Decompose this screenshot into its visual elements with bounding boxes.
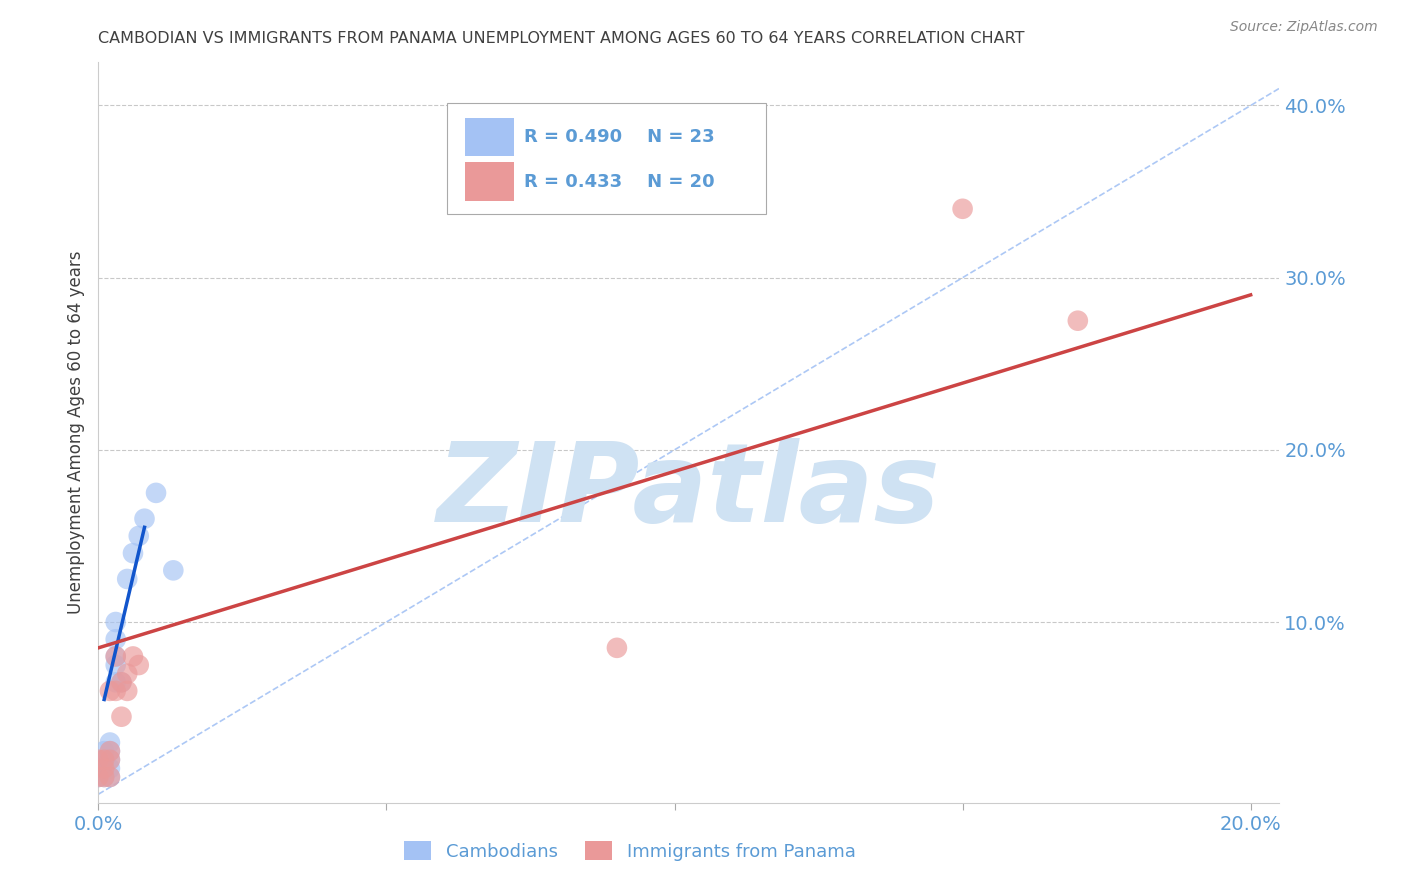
Point <box>98 684 121 698</box>
Point <box>93 753 115 767</box>
Text: Source: ZipAtlas.com: Source: ZipAtlas.com <box>1230 20 1378 34</box>
Point <box>93 761 115 775</box>
Point <box>87 753 110 767</box>
FancyBboxPatch shape <box>447 103 766 214</box>
Point <box>93 761 115 775</box>
Text: ZIPatlas: ZIPatlas <box>437 438 941 545</box>
Point <box>98 744 121 758</box>
Point <box>98 770 121 784</box>
Point <box>104 658 127 673</box>
Point <box>104 615 127 629</box>
Point <box>87 761 110 775</box>
Point <box>128 658 150 673</box>
Point <box>110 675 132 690</box>
Point <box>128 529 150 543</box>
Point <box>93 753 115 767</box>
Point <box>606 640 628 655</box>
Point <box>93 770 115 784</box>
Point <box>87 770 110 784</box>
Point <box>104 649 127 664</box>
Point <box>98 744 121 758</box>
Point <box>145 486 167 500</box>
Point <box>1067 314 1090 328</box>
Point <box>110 675 132 690</box>
Point <box>115 684 138 698</box>
FancyBboxPatch shape <box>464 118 515 156</box>
Text: CAMBODIAN VS IMMIGRANTS FROM PANAMA UNEMPLOYMENT AMONG AGES 60 TO 64 YEARS CORRE: CAMBODIAN VS IMMIGRANTS FROM PANAMA UNEM… <box>98 31 1025 46</box>
Point <box>115 666 138 681</box>
Point <box>134 512 156 526</box>
Point <box>122 649 145 664</box>
Legend: Cambodians, Immigrants from Panama: Cambodians, Immigrants from Panama <box>396 834 863 868</box>
Point <box>93 744 115 758</box>
Point <box>110 709 132 723</box>
Point <box>122 546 145 560</box>
Point <box>98 753 121 767</box>
Point <box>104 675 127 690</box>
Point <box>93 770 115 784</box>
Point <box>87 770 110 784</box>
Point <box>104 632 127 647</box>
Point <box>162 563 184 577</box>
Text: R = 0.490    N = 23: R = 0.490 N = 23 <box>523 128 714 146</box>
Text: R = 0.433    N = 20: R = 0.433 N = 20 <box>523 173 714 191</box>
Point <box>952 202 974 216</box>
Point <box>98 761 121 775</box>
Point <box>104 649 127 664</box>
Point <box>98 735 121 749</box>
Point <box>115 572 138 586</box>
Point <box>98 753 121 767</box>
Point <box>104 684 127 698</box>
FancyBboxPatch shape <box>464 162 515 201</box>
Y-axis label: Unemployment Among Ages 60 to 64 years: Unemployment Among Ages 60 to 64 years <box>66 251 84 615</box>
Point <box>98 770 121 784</box>
